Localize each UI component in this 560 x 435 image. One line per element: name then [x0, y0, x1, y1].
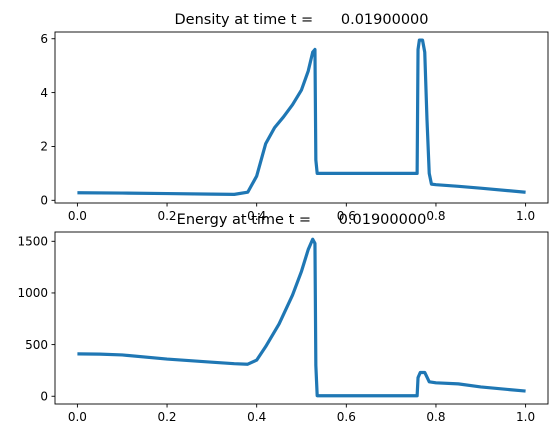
density-series-line	[77, 38, 526, 196]
density-axes: 0.0 0.2 0.4 0.6 0.8 1.0 0 2 4 6 Density at time t …	[40, 12, 549, 223]
energy-x-tick-label: 0.8	[426, 410, 445, 424]
energy-axes: 0.0 0.2 0.4 0.6 0.8 1.0 0 500 1000 1500 Energy at …	[17, 212, 549, 424]
energy-x-tick-label: 1.0	[516, 410, 535, 424]
density-chart-title: Density at time t = 0.01900000	[174, 12, 428, 28]
energy-y-tick-label: 1500	[17, 235, 48, 249]
energy-x-tick-label: 0.0	[68, 410, 87, 424]
energy-x-tick-label: 0.6	[337, 410, 356, 424]
energy-chart-title: Energy at time t = 0.01900000	[177, 212, 427, 228]
density-x-tick-label: 0.6	[337, 209, 356, 223]
energy-y-tick-label: 1000	[17, 286, 48, 300]
density-y-tick-label: 0	[40, 194, 48, 208]
density-x-tick-label: 0.2	[157, 209, 176, 223]
density-y-tick-label: 6	[40, 32, 48, 46]
energy-y-tick-label: 500	[25, 338, 48, 352]
density-x-tick-label: 0.4	[247, 209, 266, 223]
density-axes-frame	[54, 31, 549, 204]
energy-axes-frame	[54, 231, 549, 405]
density-x-tick-label: 0.8	[426, 209, 445, 223]
energy-x-tick-label: 0.4	[247, 410, 266, 424]
energy-x-tick-label: 0.2	[157, 410, 176, 424]
density-x-tick-label: 0.0	[68, 209, 87, 223]
energy-y-tick-label: 0	[40, 390, 48, 404]
density-y-tick-label: 2	[40, 140, 48, 154]
density-y-tick-label: 4	[40, 86, 48, 100]
density-x-tick-label: 1.0	[516, 209, 535, 223]
energy-series-line	[77, 237, 526, 398]
